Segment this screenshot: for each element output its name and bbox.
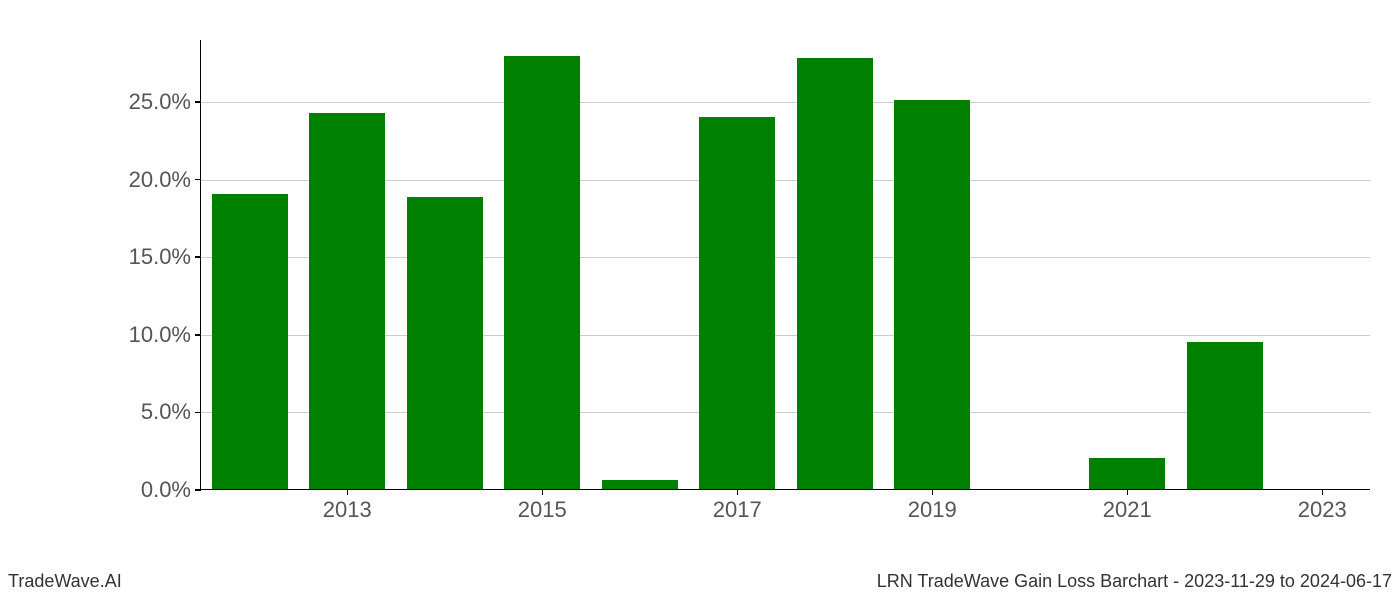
y-tick-mark bbox=[195, 334, 201, 336]
bar bbox=[894, 100, 970, 489]
x-tick-label: 2021 bbox=[1103, 497, 1152, 523]
x-tick-label: 2019 bbox=[908, 497, 957, 523]
plot-area: 0.0%5.0%10.0%15.0%20.0%25.0%201320152017… bbox=[200, 40, 1370, 490]
bar bbox=[602, 480, 678, 489]
grid-line bbox=[201, 102, 1370, 103]
bar bbox=[309, 113, 385, 489]
y-tick-mark bbox=[195, 489, 201, 491]
x-tick-mark bbox=[542, 489, 544, 495]
y-tick-label: 10.0% bbox=[129, 322, 191, 348]
x-tick-mark bbox=[737, 489, 739, 495]
bar bbox=[212, 194, 288, 489]
chart-container: 0.0%5.0%10.0%15.0%20.0%25.0%201320152017… bbox=[140, 40, 1370, 530]
footer-right-text: LRN TradeWave Gain Loss Barchart - 2023-… bbox=[877, 571, 1392, 592]
x-tick-mark bbox=[347, 489, 349, 495]
x-tick-label: 2023 bbox=[1298, 497, 1347, 523]
y-tick-label: 25.0% bbox=[129, 89, 191, 115]
y-tick-label: 0.0% bbox=[141, 477, 191, 503]
y-tick-mark bbox=[195, 179, 201, 181]
bar bbox=[699, 117, 775, 489]
y-tick-mark bbox=[195, 412, 201, 414]
x-tick-mark bbox=[1127, 489, 1129, 495]
x-tick-label: 2017 bbox=[713, 497, 762, 523]
bar bbox=[504, 56, 580, 489]
bar bbox=[407, 197, 483, 489]
y-tick-label: 20.0% bbox=[129, 167, 191, 193]
bar bbox=[1187, 342, 1263, 489]
y-tick-label: 15.0% bbox=[129, 244, 191, 270]
y-tick-mark bbox=[195, 256, 201, 258]
x-tick-mark bbox=[932, 489, 934, 495]
x-tick-label: 2015 bbox=[518, 497, 567, 523]
y-tick-label: 5.0% bbox=[141, 399, 191, 425]
bar bbox=[1089, 458, 1165, 489]
x-tick-mark bbox=[1322, 489, 1324, 495]
footer-left-text: TradeWave.AI bbox=[8, 571, 122, 592]
x-tick-label: 2013 bbox=[323, 497, 372, 523]
bar bbox=[797, 58, 873, 489]
y-tick-mark bbox=[195, 101, 201, 103]
